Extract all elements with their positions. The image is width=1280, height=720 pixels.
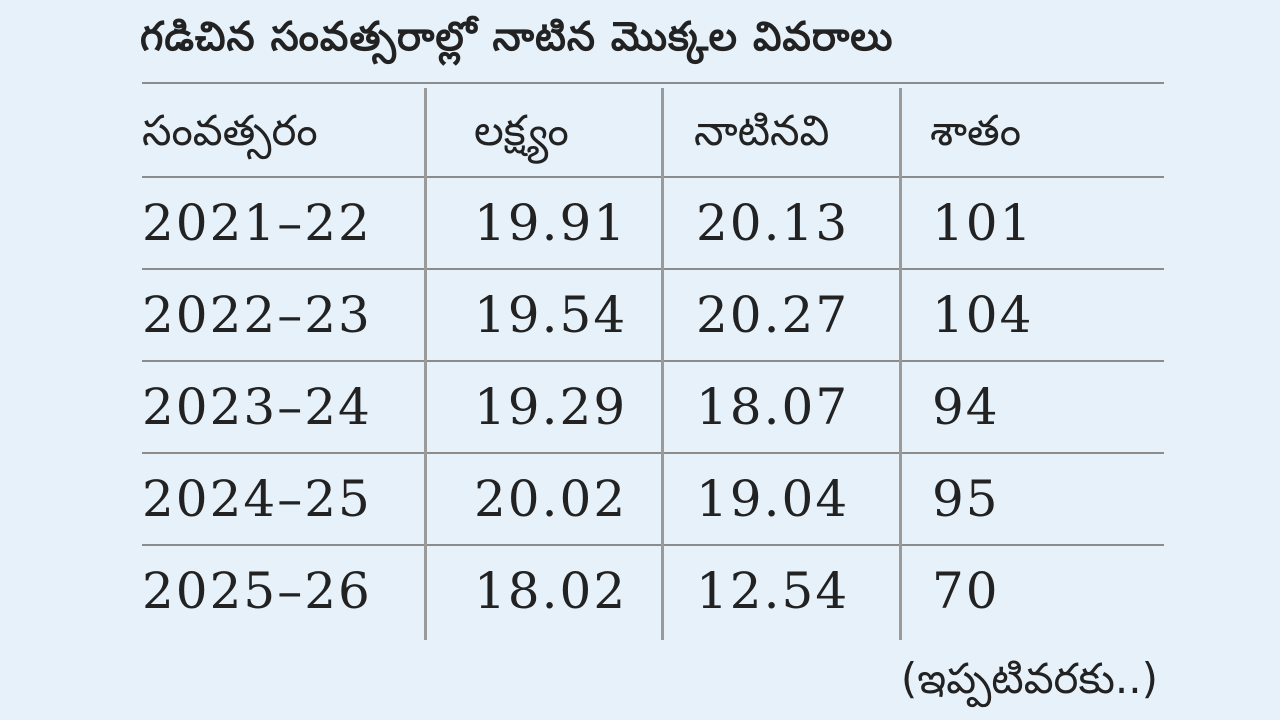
table-cell: 95 (932, 470, 1000, 528)
table-cell: 2022–23 (142, 286, 372, 344)
table-cell: 19.04 (696, 470, 850, 528)
column-header: నాటినవి (694, 106, 830, 155)
table-cell: 2024–25 (142, 470, 372, 528)
table-rule (142, 268, 1164, 270)
table-cell: 104 (932, 286, 1034, 344)
column-header: శాతం (930, 106, 1022, 155)
table-rule (142, 544, 1164, 546)
table-cell: 70 (932, 562, 1000, 620)
table-rule (142, 82, 1164, 84)
table-rule (142, 452, 1164, 454)
table-cell: 19.29 (474, 378, 628, 436)
column-header: సంవత్సరం (142, 106, 318, 155)
table-cell: 101 (932, 194, 1034, 252)
table-cell: 18.07 (696, 378, 850, 436)
footnote: (ఇప్పటివరకు..) (900, 654, 1158, 703)
table-cell: 18.02 (474, 562, 628, 620)
table-cell: 12.54 (696, 562, 850, 620)
table-cell: 2023–24 (142, 378, 372, 436)
table-cell: 2025–26 (142, 562, 372, 620)
table-cell: 2021–22 (142, 194, 372, 252)
column-divider (899, 88, 902, 640)
column-divider (661, 88, 664, 640)
column-divider (424, 88, 427, 640)
table-cell: 19.54 (474, 286, 628, 344)
table-cell: 94 (932, 378, 1000, 436)
table-rule (142, 360, 1164, 362)
table-title: గడిచిన సంవత్సరాల్లో నాటిన మొక్కల వివరాలు (140, 14, 894, 60)
table-cell: 20.13 (696, 194, 850, 252)
table-rule (142, 176, 1164, 178)
column-header: లక్ష్యం (474, 106, 569, 155)
table-cell: 19.91 (474, 194, 628, 252)
table-cell: 20.02 (474, 470, 628, 528)
table-cell: 20.27 (696, 286, 850, 344)
